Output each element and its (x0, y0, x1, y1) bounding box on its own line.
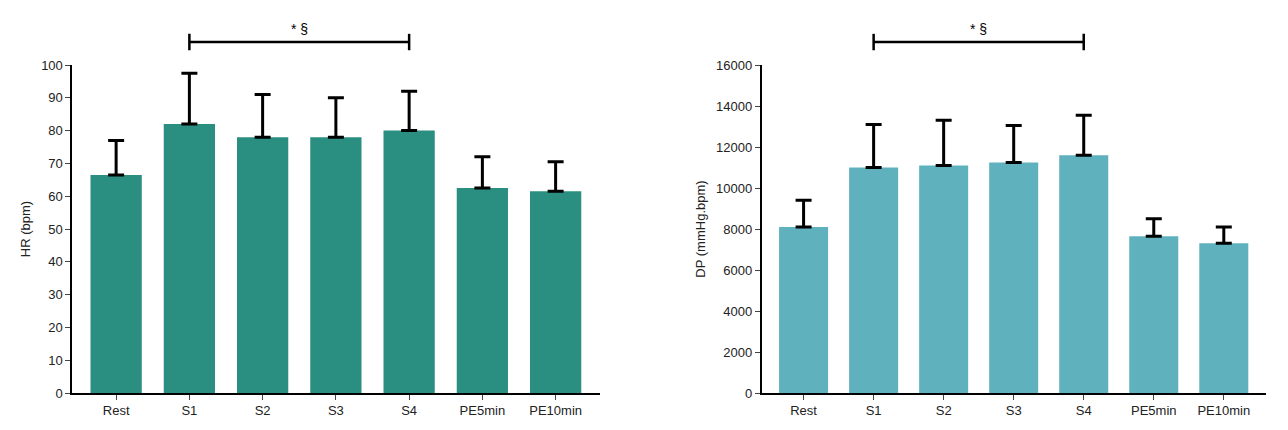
svg-text:HR (bpm): HR (bpm) (18, 201, 33, 257)
svg-text:S2: S2 (936, 403, 952, 418)
svg-text:80: 80 (48, 123, 62, 138)
svg-text:50: 50 (48, 222, 62, 237)
svg-text:10000: 10000 (716, 181, 752, 196)
svg-text:14000: 14000 (716, 99, 752, 114)
svg-text:* §: * § (970, 21, 987, 37)
svg-text:0: 0 (745, 386, 752, 401)
svg-text:60: 60 (48, 189, 62, 204)
svg-text:10: 10 (48, 353, 62, 368)
svg-text:4000: 4000 (723, 304, 752, 319)
svg-text:S1: S1 (866, 403, 882, 418)
svg-text:S4: S4 (1076, 403, 1092, 418)
svg-text:40: 40 (48, 254, 62, 269)
svg-text:PE10min: PE10min (1197, 403, 1250, 418)
svg-text:Rest: Rest (103, 403, 130, 418)
svg-text:Rest: Rest (790, 403, 817, 418)
svg-text:12000: 12000 (716, 140, 752, 155)
svg-text:S1: S1 (181, 403, 197, 418)
svg-text:2000: 2000 (723, 345, 752, 360)
svg-text:S3: S3 (328, 403, 344, 418)
svg-text:30: 30 (48, 287, 62, 302)
svg-text:16000: 16000 (716, 58, 752, 73)
svg-text:PE5min: PE5min (460, 403, 506, 418)
svg-text:PE10min: PE10min (529, 403, 582, 418)
svg-text:* §: * § (291, 21, 308, 37)
svg-text:S2: S2 (255, 403, 271, 418)
svg-text:0: 0 (56, 386, 63, 401)
svg-text:PE5min: PE5min (1131, 403, 1177, 418)
svg-text:DP (mmHg.bpm): DP (mmHg.bpm) (693, 180, 708, 277)
svg-text:20: 20 (48, 320, 62, 335)
svg-text:8000: 8000 (723, 222, 752, 237)
svg-text:S4: S4 (401, 403, 417, 418)
svg-text:S3: S3 (1006, 403, 1022, 418)
svg-text:6000: 6000 (723, 263, 752, 278)
svg-text:100: 100 (41, 58, 63, 73)
svg-text:70: 70 (48, 156, 62, 171)
svg-text:90: 90 (48, 90, 62, 105)
